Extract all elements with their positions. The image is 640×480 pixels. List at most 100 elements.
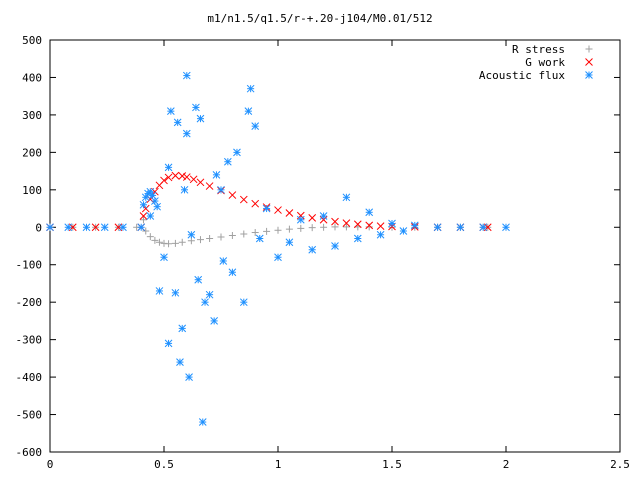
data-point	[342, 193, 351, 202]
data-point	[182, 173, 191, 181]
legend-label: Acoustic flux	[479, 69, 565, 82]
data-point	[176, 358, 184, 366]
y-tick-label: -400	[16, 371, 43, 384]
series-layer	[46, 71, 510, 426]
data-point	[206, 235, 214, 243]
chart-title: m1/n1.5/q1.5/r-+.20-j104/M0.01/512	[207, 12, 432, 25]
x-axis: 0 0.5 1 1.5 2 2.5	[47, 40, 630, 471]
data-point	[171, 288, 180, 297]
data-point	[210, 317, 219, 325]
series-acoustic-flux	[46, 71, 510, 426]
data-point	[274, 226, 282, 234]
data-point	[173, 118, 182, 127]
data-point	[91, 223, 100, 232]
data-point	[251, 122, 260, 130]
y-tick-label: 300	[22, 109, 42, 122]
plot-frame	[49, 39, 621, 453]
data-point	[137, 223, 146, 232]
data-point	[196, 236, 204, 244]
data-point	[262, 204, 271, 213]
data-point	[219, 257, 228, 265]
data-point	[331, 217, 339, 226]
data-point	[365, 208, 374, 217]
data-point	[296, 215, 305, 224]
data-point	[285, 209, 294, 217]
data-point	[320, 223, 328, 231]
data-point	[205, 182, 214, 190]
data-point	[244, 107, 253, 116]
data-point	[139, 200, 148, 209]
x-tick-label: 0	[47, 458, 54, 471]
data-point	[139, 216, 147, 224]
data-point	[285, 238, 294, 247]
data-point	[217, 233, 225, 241]
data-point	[365, 221, 374, 230]
data-point	[180, 185, 189, 194]
data-point	[239, 195, 248, 204]
data-point	[185, 373, 193, 381]
data-point	[142, 227, 150, 235]
data-point	[182, 129, 191, 138]
data-point	[365, 223, 373, 231]
data-point	[194, 275, 203, 284]
data-point	[239, 298, 248, 307]
data-point	[342, 219, 351, 228]
data-point	[223, 157, 232, 166]
data-point	[164, 163, 173, 172]
y-tick-label: 400	[22, 71, 42, 84]
y-tick-label: -600	[16, 446, 43, 459]
legend-marker	[585, 71, 593, 79]
y-tick-label: -500	[16, 409, 43, 422]
data-point	[153, 202, 162, 211]
x-tick-label: 0.5	[154, 458, 174, 471]
data-point	[189, 175, 198, 184]
data-point	[151, 236, 159, 244]
data-point	[331, 242, 339, 250]
x-tick-label: 1.5	[382, 458, 402, 471]
data-point	[164, 173, 173, 182]
data-point	[196, 114, 205, 123]
data-point	[119, 223, 127, 232]
legend-marker	[585, 45, 593, 53]
data-point	[182, 71, 191, 80]
data-point	[255, 234, 264, 243]
data-point	[319, 215, 328, 224]
data-point	[331, 223, 339, 231]
data-point	[376, 222, 385, 231]
data-point	[274, 206, 282, 214]
data-point	[319, 212, 328, 220]
data-point	[274, 253, 282, 262]
data-point	[502, 223, 510, 232]
data-point	[388, 219, 396, 228]
data-point	[308, 245, 317, 254]
y-tick-label: -200	[16, 296, 43, 309]
y-tick-label: 500	[22, 34, 42, 47]
data-point	[141, 193, 150, 202]
data-point	[246, 84, 255, 93]
data-point	[233, 148, 241, 157]
data-point	[146, 212, 155, 220]
data-point	[212, 170, 221, 179]
data-point	[160, 253, 168, 262]
legend-label: G work	[525, 56, 565, 69]
data-point	[228, 268, 237, 277]
data-point	[376, 230, 385, 239]
x-tick-label: 2.5	[610, 458, 630, 471]
data-point	[155, 238, 163, 246]
legend-marker	[585, 58, 593, 66]
data-point	[187, 237, 195, 245]
data-point	[178, 238, 186, 246]
x-tick-label: 2	[503, 458, 510, 471]
data-point	[410, 221, 419, 230]
data-point	[228, 191, 237, 199]
y-tick-label: -100	[16, 259, 43, 272]
data-point	[308, 224, 316, 232]
data-point	[64, 223, 73, 232]
data-point	[155, 287, 164, 295]
data-point	[100, 223, 109, 232]
y-tick-label: 0	[35, 221, 42, 234]
data-point	[251, 229, 259, 237]
data-point	[456, 223, 465, 232]
data-point	[479, 223, 488, 232]
data-point	[205, 290, 214, 299]
